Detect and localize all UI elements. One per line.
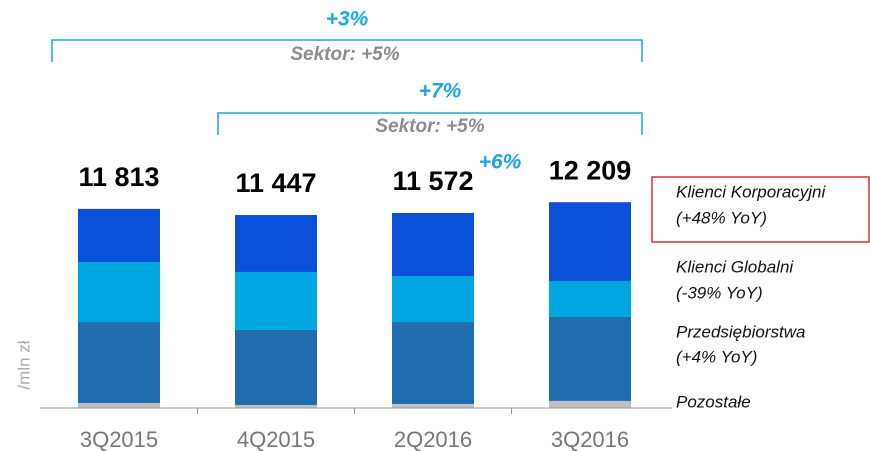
x-tick-label: 4Q2015 [237,427,315,451]
growth-label: +7% [419,80,462,103]
bar-segment [392,212,474,277]
legend-note: (-39% YoY) [676,283,763,302]
legend-label: Przedsiębiorstwa [676,322,805,341]
bar-segment [235,404,317,408]
bar-segment [392,276,474,323]
total-label: 11 813 [78,162,159,192]
total-label: 11 572 [392,166,473,196]
bar-segment [78,262,160,323]
bar-segment [78,402,160,408]
bar-segment [549,280,631,317]
highlight-box [651,176,870,243]
sector-label: Sektor: +5% [375,116,484,137]
bar-segment [392,322,474,404]
total-label: 11 447 [235,168,316,198]
bar-segment [235,329,317,405]
bar-segment [549,316,631,401]
x-tick-label: 3Q2016 [551,427,629,451]
legend-note: (+4% YoY) [676,347,757,366]
bar-segment [235,271,317,330]
bar-segment [392,403,474,408]
legend-note: (+48% YoY) [676,208,767,227]
bracket [51,39,643,62]
growth-label: +6% [479,151,522,174]
total-label: 12 209 [549,155,632,185]
bar-segment [235,215,317,272]
legend-label: Pozostałe [676,392,751,411]
growth-label: +3% [326,8,369,31]
sector-label: Sektor: +5% [290,44,399,65]
bar-segment [549,400,631,408]
x-tick-label: 2Q2016 [394,427,472,451]
y-axis-label: /mln zł [14,340,33,389]
bar-segment [78,322,160,403]
bar-segment [78,208,160,263]
legend-label: Klienci Globalni [676,257,794,276]
x-tick-label: 3Q2015 [80,427,158,451]
legend-label: Klienci Korporacyjni [676,182,827,201]
bracket [217,112,643,135]
bar-segment [549,202,631,281]
